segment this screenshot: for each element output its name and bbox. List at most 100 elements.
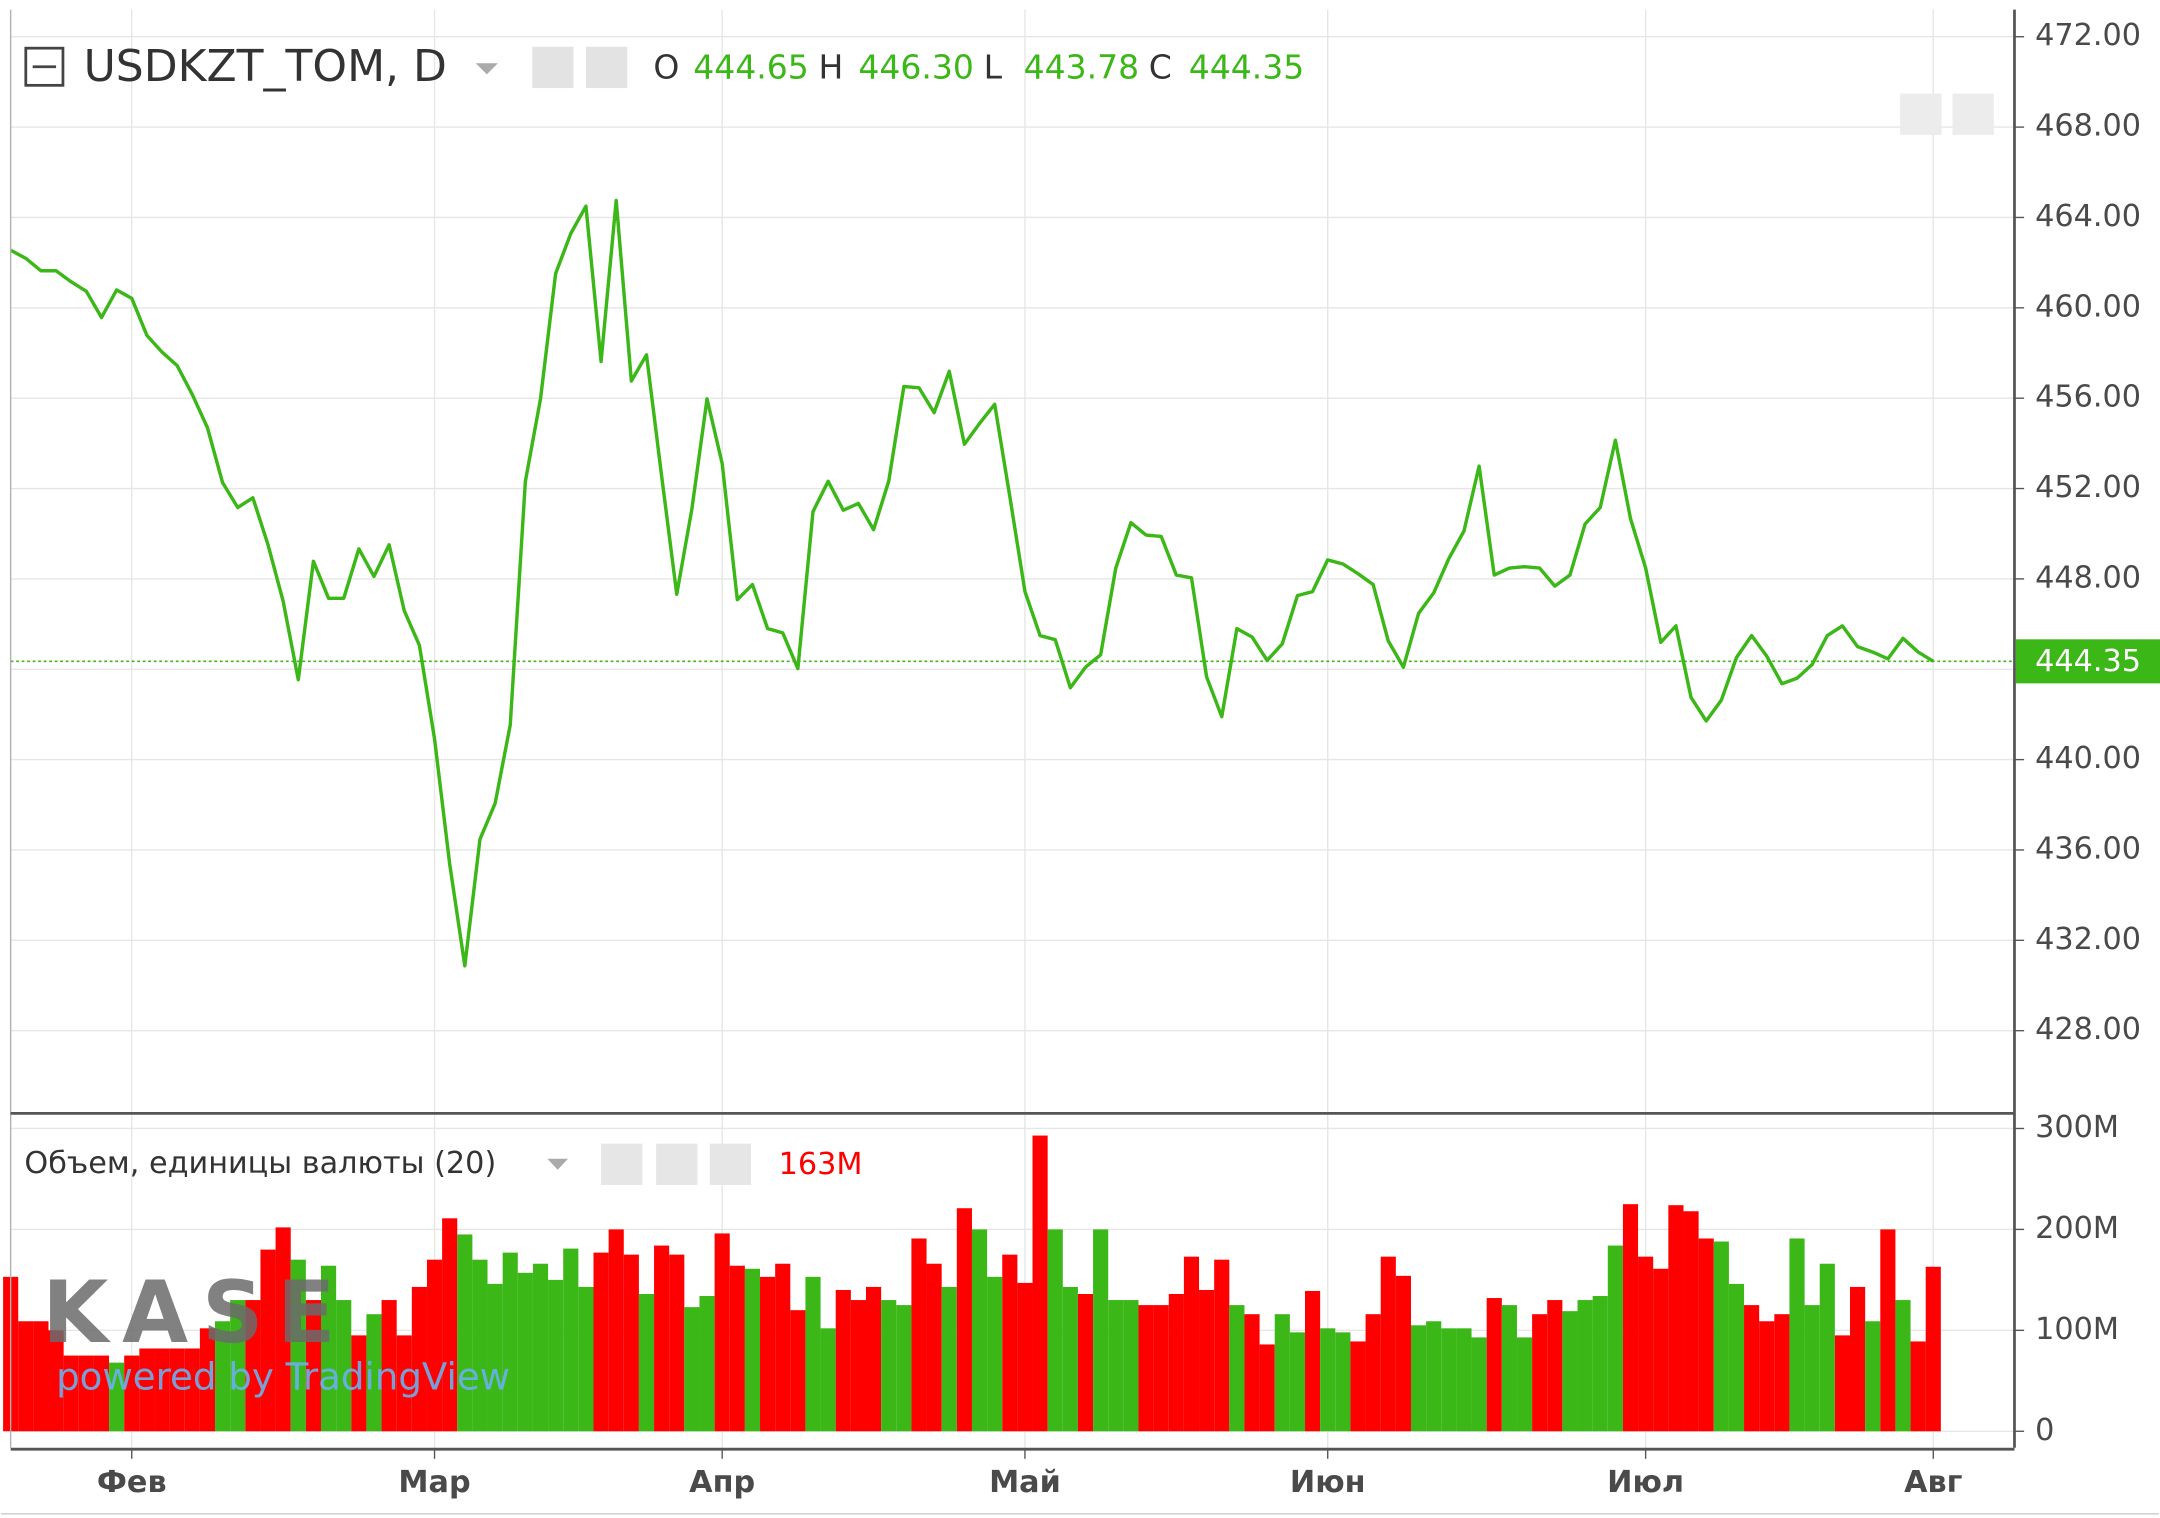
ohlc-name: O (653, 47, 679, 86)
volume-bar (1532, 1314, 1548, 1432)
volume-bar (1880, 1229, 1896, 1432)
volume-bar (1789, 1238, 1805, 1432)
volume-bar (442, 1218, 458, 1432)
volume-bar (230, 1300, 246, 1432)
volume-bar (654, 1245, 670, 1432)
volume-bar (1895, 1300, 1911, 1432)
volume-bar (669, 1254, 685, 1432)
volume-bar (638, 1294, 655, 1432)
volume-bar (1728, 1283, 1745, 1432)
x-tick-label: Авг (1904, 1465, 1963, 1500)
close-button[interactable] (709, 1143, 752, 1185)
volume-bar (1834, 1335, 1851, 1432)
volume-bar (124, 1355, 140, 1432)
marks (3, 198, 2015, 1432)
volume-bar (290, 1259, 306, 1432)
volume-bar (1062, 1286, 1078, 1432)
volume-bar (1865, 1321, 1881, 1432)
volume-bar (805, 1276, 821, 1432)
volume-bar (33, 1321, 49, 1432)
y-tick-label: 100M (2035, 1312, 2119, 1347)
volume-value: 163M (779, 1147, 863, 1182)
y-tick-label: 464.00 (2035, 199, 2141, 234)
y-tick-label: 460.00 (2035, 289, 2141, 324)
volume-bar (472, 1259, 488, 1432)
volume-bar (714, 1233, 730, 1432)
volume-bar (941, 1286, 957, 1432)
visibility-button[interactable] (601, 1143, 643, 1185)
volume-bar (1410, 1325, 1427, 1432)
volume-bar (1471, 1337, 1487, 1432)
y-tick-label: 300M (2035, 1110, 2119, 1145)
ohlc-name: L (984, 47, 1003, 86)
volume-bar (1259, 1344, 1275, 1432)
volume-bar (563, 1248, 579, 1432)
y-tick-label: 452.00 (2035, 470, 2141, 505)
volume-bar (608, 1229, 624, 1432)
y-tick-label: 432.00 (2035, 922, 2141, 957)
volume-bar (502, 1252, 518, 1432)
volume-bar (396, 1335, 412, 1432)
volume-bar (215, 1321, 231, 1432)
volume-bar (1320, 1328, 1336, 1432)
volume-bar (1698, 1238, 1714, 1432)
volume-bar (1199, 1289, 1215, 1432)
volume-bar (1395, 1275, 1411, 1432)
volume-bar (154, 1348, 170, 1432)
volume-bar (820, 1328, 836, 1432)
volume-bar (729, 1265, 745, 1432)
visibility-button[interactable] (532, 46, 574, 89)
volume-bar (1153, 1305, 1169, 1432)
collapse-button[interactable] (24, 46, 65, 87)
volume-bar (578, 1286, 594, 1432)
volume-bar (184, 1348, 200, 1432)
volume-bar (1592, 1296, 1608, 1432)
x-tick-label: Апр (689, 1465, 755, 1500)
volume-bar (109, 1362, 125, 1432)
volume-bar (1804, 1305, 1820, 1432)
volume-bar (1668, 1205, 1684, 1432)
symbol-title: USDKZT_TOM, D (84, 41, 447, 92)
volume-bar (78, 1355, 94, 1432)
volume-bar (1077, 1294, 1094, 1432)
grid (10, 9, 2025, 1459)
volume-bar (1850, 1286, 1866, 1432)
last-price-badge (2015, 639, 2160, 684)
volume-bar (199, 1328, 216, 1432)
volume-bar (1032, 1135, 1048, 1432)
volume-bar (1138, 1305, 1154, 1432)
scale-button[interactable] (1952, 93, 1994, 135)
volume-bar (850, 1300, 866, 1432)
ohlc-value: 444.65 (693, 47, 809, 86)
volume-bar (1562, 1311, 1578, 1432)
volume-bar (1607, 1245, 1623, 1432)
volume-bar (1350, 1341, 1366, 1432)
volume-bar (1017, 1282, 1033, 1432)
volume-bar (1289, 1332, 1306, 1432)
settings-button[interactable] (656, 1143, 698, 1185)
settings-button[interactable] (585, 46, 628, 89)
volume-bar (684, 1307, 700, 1432)
dropdown[interactable] (547, 1158, 569, 1170)
scale-button[interactable] (1900, 93, 1942, 135)
volume-header: Объем, единицы валюты (20) 163M (24, 1143, 863, 1185)
dropdown[interactable] (475, 63, 498, 75)
y-tick-label: 468.00 (2035, 109, 2141, 144)
volume-bar (911, 1238, 927, 1432)
ohlc-value: 444.35 (1189, 47, 1305, 86)
volume-bar (426, 1259, 443, 1432)
volume-title: Объем, единицы валюты (20) (24, 1146, 496, 1181)
ohlc-name: C (1149, 47, 1172, 86)
ohlc-name: H (819, 47, 844, 86)
volume-bar (321, 1265, 337, 1432)
volume-bar (1744, 1305, 1760, 1432)
volume-bar (63, 1355, 79, 1432)
volume-bar (1108, 1300, 1124, 1432)
volume-bar (260, 1249, 276, 1432)
volume-bar (1653, 1268, 1669, 1432)
volume-bar (1713, 1241, 1729, 1432)
volume-bar (1380, 1256, 1396, 1432)
volume-bar (487, 1283, 503, 1432)
